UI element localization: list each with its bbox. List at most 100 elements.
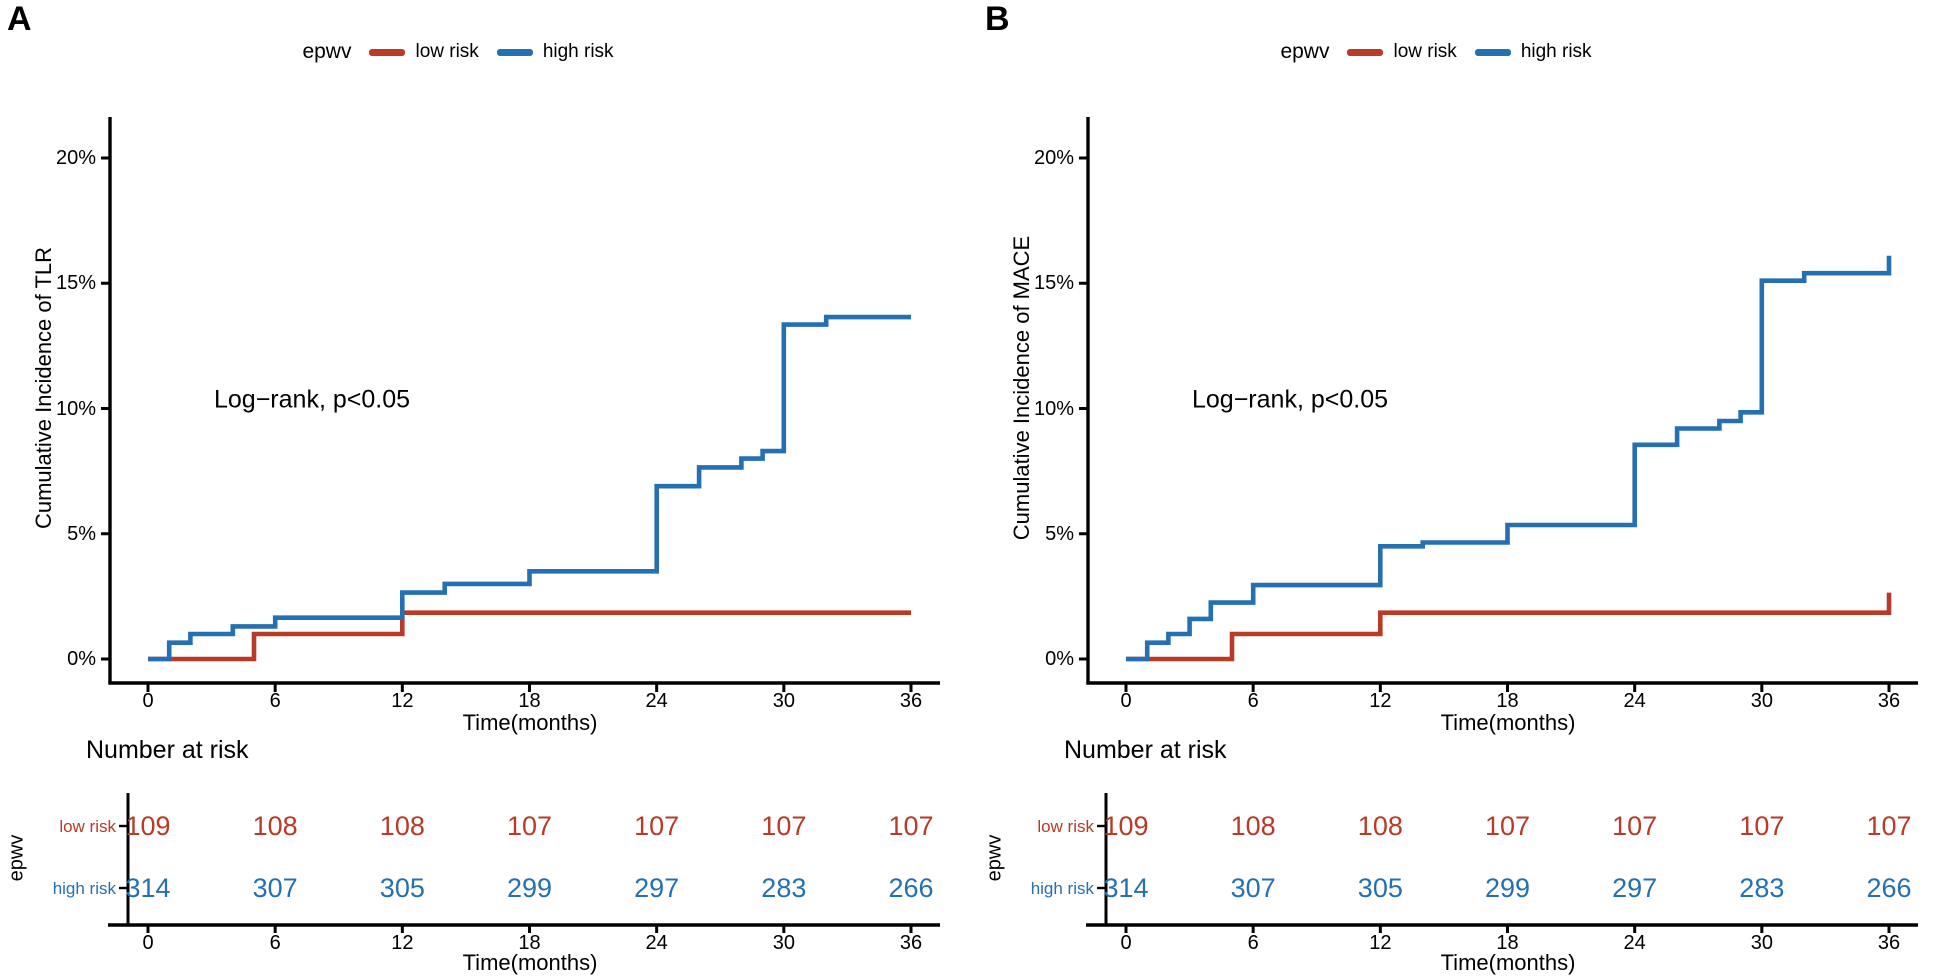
x-tick-label: 12 — [1369, 690, 1392, 712]
series-curve-high-risk — [148, 314, 911, 662]
risk-x-tick-label: 30 — [1750, 932, 1773, 954]
risk-count: 305 — [379, 873, 425, 903]
risk-count: 108 — [379, 811, 425, 841]
legend: epwv low risk high risk — [978, 40, 1894, 64]
risk-count: 283 — [1739, 873, 1785, 903]
x-tick-label: 18 — [518, 690, 541, 712]
risk-count: 107 — [1484, 811, 1531, 841]
y-tick-label: 5% — [1045, 522, 1074, 545]
panel-b: B epwv low risk high risk Cumulative Inc… — [978, 0, 1955, 977]
risk-count: 107 — [1612, 811, 1658, 841]
risk-count: 107 — [634, 811, 680, 841]
risk-row-label-high-risk: high risk — [52, 879, 116, 898]
x-axis-label: Time(months) — [462, 710, 598, 735]
number-at-risk-title: Number at risk — [1064, 736, 1227, 764]
risk-count: 109 — [125, 811, 171, 841]
risk-x-tick-label: 36 — [899, 932, 923, 954]
risk-x-tick-label: 0 — [1120, 932, 1132, 954]
km-plot-canvas — [101, 117, 940, 933]
legend-item-high-risk: high risk — [496, 41, 614, 63]
x-tick-label: 36 — [1877, 690, 1901, 712]
km-plot-canvas — [1079, 117, 1918, 933]
legend-title: epwv — [302, 40, 352, 63]
x-tick-label: 30 — [1750, 690, 1773, 712]
risk-count: 107 — [1866, 811, 1912, 841]
x-tick-label: 6 — [1247, 690, 1259, 712]
panel-label: A — [7, 0, 32, 38]
legend-swatch-high-risk — [496, 48, 533, 56]
risk-count: 108 — [1357, 811, 1403, 841]
y-tick-label: 20% — [1033, 147, 1074, 169]
legend-swatch-low-risk — [369, 48, 406, 56]
panel-label: B — [985, 0, 1010, 38]
risk-count: 266 — [888, 873, 934, 903]
x-tick-label: 36 — [899, 690, 923, 712]
risk-count: 107 — [888, 811, 934, 841]
x-tick-label: 24 — [1623, 690, 1646, 712]
risk-row-label-high-risk: high risk — [1030, 879, 1094, 898]
legend-swatch-high-risk — [1474, 48, 1511, 56]
risk-x-tick-label: 30 — [772, 932, 795, 954]
risk-count: 299 — [506, 873, 553, 903]
legend-item-low-risk: low risk — [369, 41, 479, 63]
y-tick-label: 10% — [55, 397, 96, 420]
risk-x-tick-label: 12 — [391, 932, 414, 954]
y-tick-label: 0% — [67, 648, 96, 670]
risk-count: 108 — [252, 811, 298, 841]
y-tick-label: 15% — [55, 272, 96, 295]
risk-x-tick-label: 24 — [645, 932, 668, 954]
y-tick-label: 5% — [67, 522, 96, 545]
legend: epwv low risk high risk — [0, 40, 916, 64]
risk-x-tick-label: 18 — [1496, 932, 1519, 954]
risk-group-axis-label: epwv — [983, 834, 1006, 882]
x-tick-label: 12 — [391, 690, 414, 712]
risk-x-tick-label: 18 — [518, 932, 541, 954]
risk-count: 307 — [1230, 873, 1276, 903]
x-axis-label: Time(months) — [1440, 710, 1576, 735]
legend-label-low-risk: low risk — [1393, 41, 1457, 62]
risk-x-axis-label: Time(months) — [1440, 950, 1576, 975]
x-tick-label: 24 — [645, 690, 668, 712]
x-tick-label: 0 — [142, 690, 154, 712]
risk-x-tick-label: 12 — [1369, 932, 1392, 954]
risk-count: 305 — [1357, 873, 1403, 903]
risk-count: 107 — [761, 811, 807, 841]
y-tick-label: 10% — [1033, 397, 1074, 420]
risk-count: 109 — [1103, 811, 1149, 841]
legend-label-high-risk: high risk — [542, 41, 614, 62]
number-at-risk-title: Number at risk — [86, 736, 249, 764]
risk-x-tick-label: 36 — [1877, 932, 1901, 954]
risk-x-tick-label: 6 — [1247, 932, 1259, 954]
legend-swatch-low-risk — [1347, 48, 1384, 56]
risk-group-axis-label: epwv — [5, 834, 28, 882]
legend-item-high-risk: high risk — [1474, 41, 1592, 63]
y-tick-label: 15% — [1033, 272, 1074, 295]
legend-label-high-risk: high risk — [1520, 41, 1592, 62]
risk-row-label-low-risk: low risk — [1037, 817, 1094, 836]
y-tick-label: 0% — [1045, 648, 1074, 670]
legend-label-low-risk: low risk — [415, 41, 479, 62]
risk-row-label-low-risk: low risk — [59, 817, 116, 836]
risk-x-axis-label: Time(months) — [462, 950, 598, 975]
series-curve-low-risk — [148, 610, 911, 662]
risk-count: 107 — [1739, 811, 1785, 841]
risk-x-tick-label: 0 — [142, 932, 154, 954]
risk-count: 297 — [634, 873, 680, 903]
panel-a: A epwv low risk high risk Cumulative Inc… — [0, 0, 977, 977]
risk-count: 307 — [252, 873, 298, 903]
risk-x-tick-label: 24 — [1623, 932, 1646, 954]
x-tick-label: 30 — [772, 690, 795, 712]
y-tick-label: 20% — [55, 147, 96, 169]
logrank-annotation: Log−rank, p<0.05 — [214, 385, 410, 414]
risk-count: 266 — [1866, 873, 1912, 903]
risk-count: 297 — [1612, 873, 1658, 903]
risk-count: 314 — [1103, 873, 1149, 903]
risk-count: 314 — [125, 873, 171, 903]
series-curve-low-risk — [1126, 592, 1892, 662]
risk-count: 108 — [1230, 811, 1276, 841]
x-tick-label: 6 — [269, 690, 281, 712]
risk-count: 299 — [1484, 873, 1531, 903]
risk-count: 283 — [761, 873, 807, 903]
logrank-annotation: Log−rank, p<0.05 — [1192, 385, 1388, 414]
